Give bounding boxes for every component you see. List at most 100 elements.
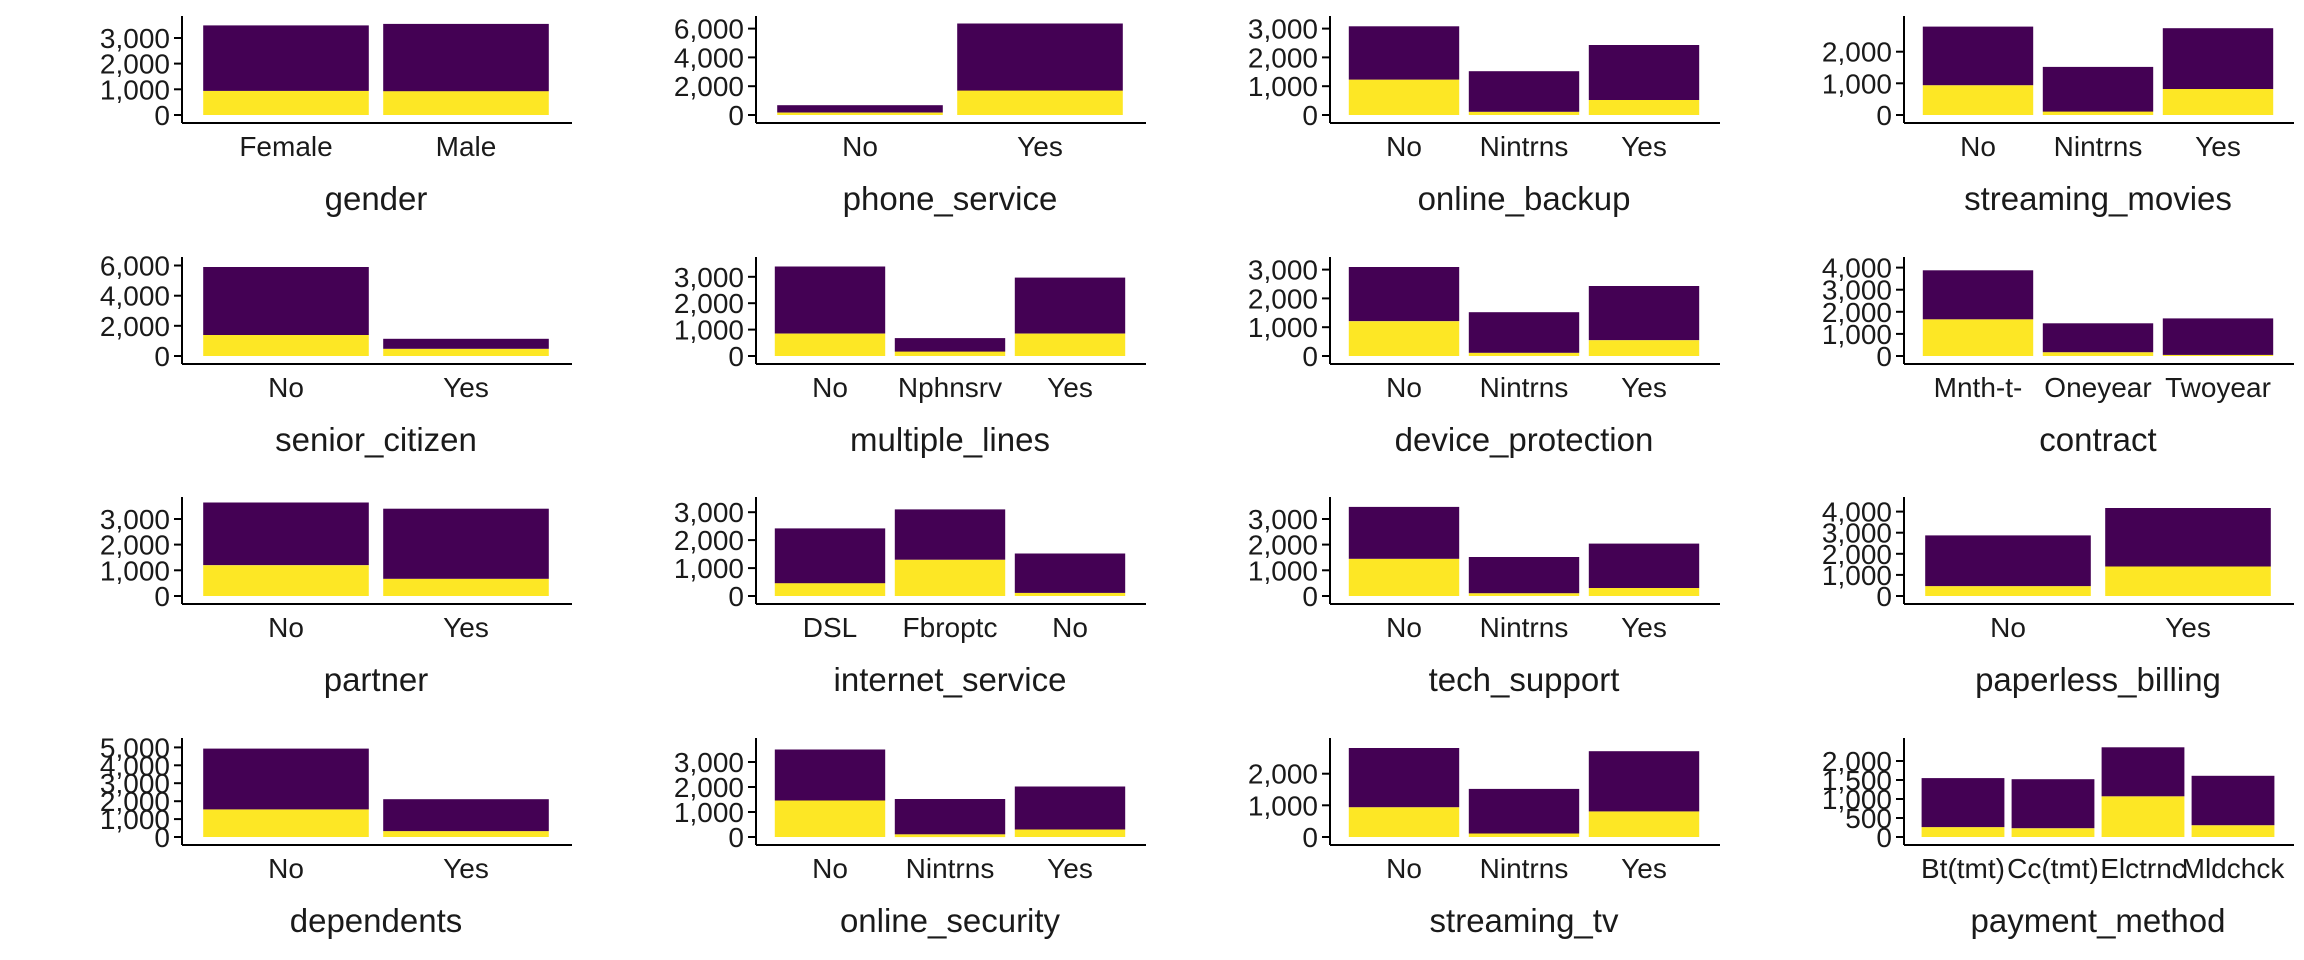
category-label: No (1386, 131, 1422, 162)
y-tick-label: 2,000 (100, 786, 170, 817)
category-label: Nphnsrv (898, 372, 1002, 403)
category-label: Elctrnc (2100, 853, 2186, 884)
y-tick-label: 1,000 (674, 797, 744, 828)
bar-segment (774, 583, 886, 596)
y-tick-label: 2,000 (674, 288, 744, 319)
y-tick-label: 2,000 (1822, 37, 1892, 68)
y-tick-label: 2,000 (1248, 759, 1318, 790)
y-tick-label: 2,000 (674, 71, 744, 102)
bar-segment (774, 333, 886, 356)
y-tick-label: 2,000 (1822, 539, 1892, 570)
category-label: Nintrns (1480, 372, 1569, 403)
category-label: No (1990, 612, 2026, 643)
y-tick-label: 1,000 (1822, 68, 1892, 99)
x-axis-title: phone_service (843, 180, 1058, 217)
y-tick-label: 4,000 (1822, 253, 1892, 284)
bar-segment (1921, 827, 2005, 837)
bar-segment (1468, 71, 1580, 112)
y-tick-label: 2,000 (674, 525, 744, 556)
bar-segment (2162, 28, 2274, 89)
category-label: Yes (1047, 372, 1093, 403)
y-tick-label: 500 (1845, 803, 1892, 834)
category-label: No (1386, 372, 1422, 403)
category-label: No (268, 612, 304, 643)
category-label: Male (436, 131, 497, 162)
category-label: Oneyear (2044, 372, 2151, 403)
bar-segment (1588, 811, 1700, 837)
y-tick-label: 2,000 (100, 530, 170, 561)
y-tick-label: 3,000 (674, 497, 744, 528)
bar-segment (1588, 751, 1700, 812)
x-axis-title: contract (2039, 421, 2156, 458)
y-tick-label: 1,000 (1248, 555, 1318, 586)
bar-segment (777, 112, 943, 115)
category-label: Yes (443, 612, 489, 643)
bar-segment (1922, 319, 2034, 356)
x-axis-title: online_backup (1418, 180, 1631, 217)
category-label: Yes (443, 853, 489, 884)
bar-segment (2105, 566, 2271, 596)
bar-segment (1468, 557, 1580, 594)
category-label: No (268, 853, 304, 884)
bar-segment (774, 528, 886, 584)
category-label: Mldchck (2182, 853, 2286, 884)
y-tick-label: 4,000 (1822, 497, 1892, 528)
bar-segment (2105, 508, 2271, 567)
bar-segment (203, 748, 369, 810)
category-label: Yes (1621, 853, 1667, 884)
bar-segment (203, 809, 369, 837)
bar-segment (2101, 747, 2185, 797)
bar-segment (774, 749, 886, 801)
bar-segment (1348, 26, 1460, 80)
bar-segment (1925, 586, 2091, 596)
bar-segment (1348, 321, 1460, 356)
category-label: Yes (2195, 131, 2241, 162)
bar-segment (1014, 333, 1126, 356)
y-tick-label: 0 (728, 581, 744, 612)
bar-segment (774, 266, 886, 334)
bar-segment (1014, 277, 1126, 334)
bar-segment (203, 565, 369, 596)
category-label: Bt(tmt) (1921, 853, 2005, 884)
y-tick-label: 3,000 (100, 768, 170, 799)
bar-segment (203, 502, 369, 566)
y-tick-label: 0 (154, 100, 170, 131)
bar-segment (1588, 45, 1700, 100)
y-tick-label: 0 (728, 341, 744, 372)
y-tick-label: 6,000 (674, 14, 744, 45)
bar-segment (1348, 748, 1460, 808)
bar-segment (203, 90, 369, 115)
y-tick-label: 3,000 (1248, 255, 1318, 286)
bar-segment (1468, 111, 1580, 115)
y-tick-label: 5,000 (100, 732, 170, 763)
bar-segment (1468, 593, 1580, 596)
bar-segment (957, 90, 1123, 115)
y-tick-label: 0 (1876, 581, 1892, 612)
bar-segment (1468, 312, 1580, 353)
bar-segment (1588, 543, 1700, 588)
y-tick-label: 0 (1302, 822, 1318, 853)
y-tick-label: 4,000 (100, 750, 170, 781)
bar-segment (1348, 267, 1460, 322)
category-label: Mnth-t- (1934, 372, 2023, 403)
bar-segment (1588, 286, 1700, 341)
category-label: No (842, 131, 878, 162)
category-label: Yes (1047, 853, 1093, 884)
category-label: Fbroptc (903, 612, 998, 643)
category-label: No (1386, 612, 1422, 643)
bar-segment (1588, 340, 1700, 356)
y-tick-label: 1,000 (100, 555, 170, 586)
x-axis-title: senior_citizen (275, 421, 477, 458)
x-axis-title: streaming_tv (1430, 902, 1619, 939)
category-label: Nintrns (2054, 131, 2143, 162)
category-label: No (812, 372, 848, 403)
y-tick-label: 0 (1876, 100, 1892, 131)
bar-segment (777, 105, 943, 113)
bar-segment (203, 335, 369, 356)
y-tick-label: 3,000 (100, 23, 170, 54)
